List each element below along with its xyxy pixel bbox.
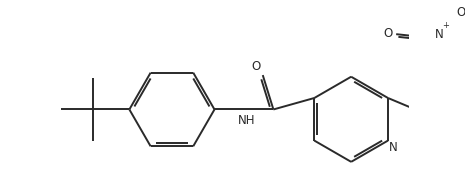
Text: O: O [456,6,465,19]
Text: NH: NH [238,114,255,127]
Text: O: O [252,60,261,73]
Text: N: N [435,28,444,41]
Text: +: + [442,22,449,31]
Text: O: O [383,27,392,40]
Text: N: N [389,142,397,154]
